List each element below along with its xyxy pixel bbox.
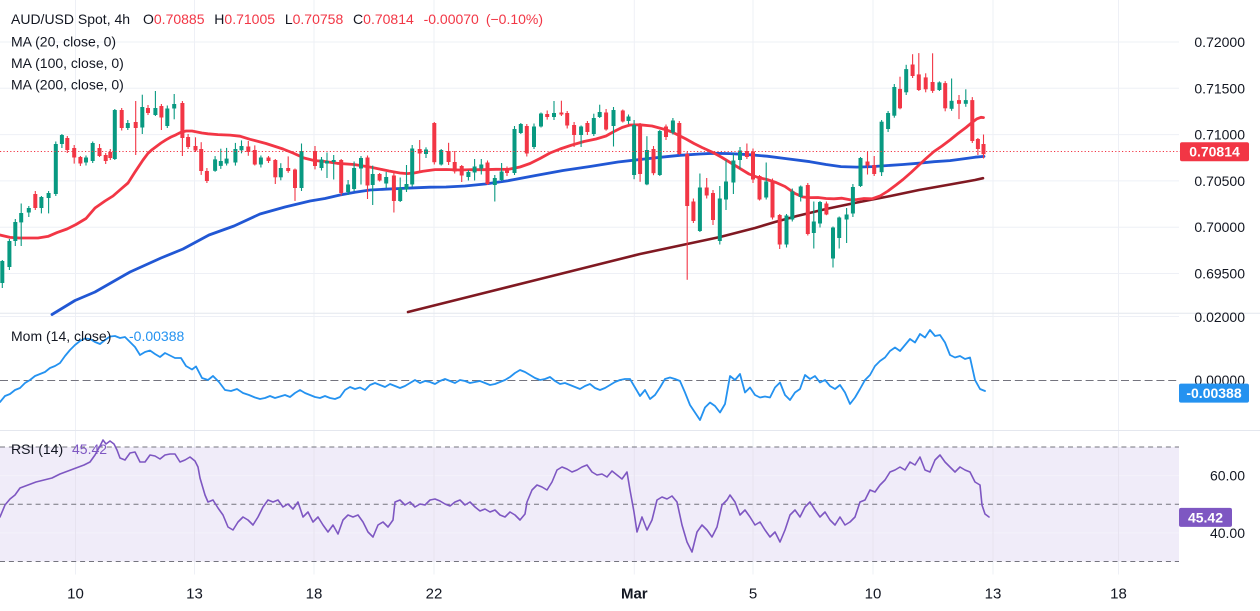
svg-text:60.00: 60.00 xyxy=(1210,468,1245,484)
svg-text:45.42: 45.42 xyxy=(1188,509,1223,525)
svg-text:0.71500: 0.71500 xyxy=(1194,80,1245,96)
svg-text:0.70500: 0.70500 xyxy=(1194,173,1245,189)
svg-text:AUD/USD Spot, 4h: AUD/USD Spot, 4h xyxy=(11,11,130,27)
svg-text:22: 22 xyxy=(426,586,443,603)
svg-text:0.70814: 0.70814 xyxy=(1189,144,1240,160)
svg-text:10: 10 xyxy=(865,586,882,603)
svg-text:18: 18 xyxy=(1110,586,1127,603)
svg-text:0.72000: 0.72000 xyxy=(1194,34,1245,50)
svg-text:MA (200, close, 0): MA (200, close, 0) xyxy=(11,77,124,93)
svg-text:40.00: 40.00 xyxy=(1210,525,1245,541)
svg-text:Mar: Mar xyxy=(621,586,648,603)
svg-text:13: 13 xyxy=(186,586,203,603)
svg-text:0.71000: 0.71000 xyxy=(1194,127,1245,143)
svg-text:0.70000: 0.70000 xyxy=(1194,219,1245,235)
svg-text:13: 13 xyxy=(985,586,1002,603)
svg-text:0.69500: 0.69500 xyxy=(1194,266,1245,282)
svg-text:18: 18 xyxy=(306,586,323,603)
svg-text:45.42: 45.42 xyxy=(72,441,107,457)
svg-text:O0.70885 H0.71005 L0.70758: O0.70885 H0.71005 L0.70758 C0.70814 -0.0… xyxy=(143,11,543,27)
svg-text:Mom (14, close): Mom (14, close) xyxy=(11,328,111,344)
svg-text:-0.00388: -0.00388 xyxy=(129,328,184,344)
svg-text:0.02000: 0.02000 xyxy=(1194,309,1245,325)
svg-text:MA (20, close, 0): MA (20, close, 0) xyxy=(11,34,116,50)
svg-text:RSI (14): RSI (14) xyxy=(11,441,63,457)
svg-text:MA (100, close, 0): MA (100, close, 0) xyxy=(11,55,124,71)
svg-text:-0.00388: -0.00388 xyxy=(1186,385,1241,401)
svg-text:5: 5 xyxy=(749,586,757,603)
svg-text:10: 10 xyxy=(67,586,84,603)
